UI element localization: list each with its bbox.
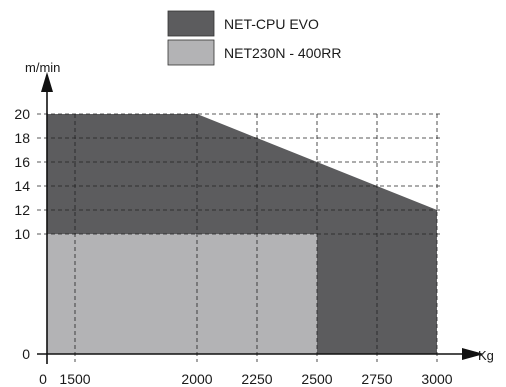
x-axis-arrow-icon xyxy=(462,348,484,360)
x-tick-label: 3000 xyxy=(421,371,452,387)
legend-label-net230n-400rr: NET230N - 400RR xyxy=(224,45,342,61)
x-tick-label: 2250 xyxy=(241,371,272,387)
legend-swatch-net230n-400rr xyxy=(167,39,215,66)
y-axis-arrow-icon xyxy=(41,72,53,92)
x-tick-label: 2500 xyxy=(301,371,332,387)
x-tick-label: 1500 xyxy=(59,371,90,387)
y-tick-label: 10 xyxy=(14,226,30,242)
tick-labels: 0 10 12 14 16 18 20 0 1500 2000 2250 2500 2750 3000 xyxy=(14,106,452,387)
y-tick-label: 12 xyxy=(14,202,30,218)
y-tick-label: 20 xyxy=(14,106,30,122)
x-tick-label: 2000 xyxy=(181,371,212,387)
y-axis-label: m/min xyxy=(25,60,60,75)
y-tick-label: 18 xyxy=(14,130,30,146)
axes xyxy=(37,72,484,364)
y-tick-label: 0 xyxy=(22,346,30,362)
y-tick-label: 16 xyxy=(14,154,30,170)
legend: NET-CPU EVO NET230N - 400RR xyxy=(167,10,342,66)
grid xyxy=(37,113,440,362)
y-tick-label: 14 xyxy=(14,178,30,194)
legend-label-net-cpu-evo: NET-CPU EVO xyxy=(224,16,319,32)
x-axis-label: Kg xyxy=(478,348,494,363)
x-tick-label: 0 xyxy=(39,371,47,387)
x-tick-label: 2750 xyxy=(361,371,392,387)
area-net230n-400rr xyxy=(47,234,317,354)
legend-swatch-net-cpu-evo xyxy=(167,10,215,37)
